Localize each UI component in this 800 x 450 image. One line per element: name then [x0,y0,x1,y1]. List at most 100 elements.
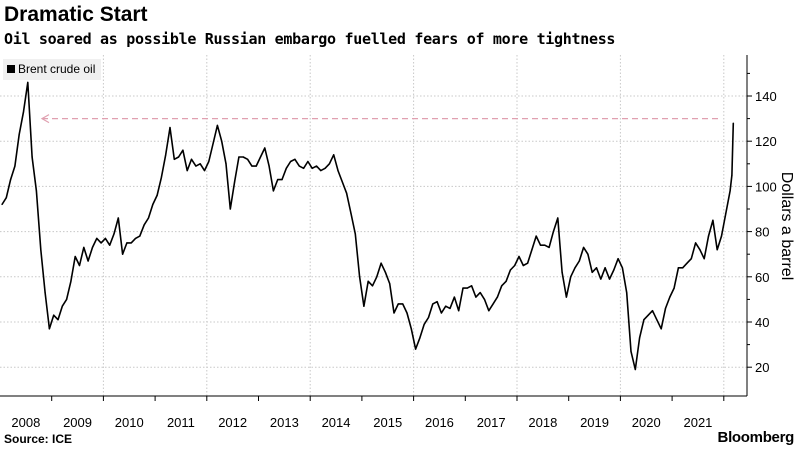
data-point [281,179,283,181]
data-point [264,147,266,149]
data-point [91,246,94,249]
data-point [600,278,602,280]
data-point [346,192,348,194]
data-point [656,319,658,321]
data-point [466,287,468,289]
data-point [376,276,378,278]
data-point [14,165,16,167]
data-point [122,253,124,255]
data-point [449,307,451,310]
x-tick-label: 2011 [167,415,195,430]
data-point [505,280,507,282]
data-point [436,301,438,303]
data-point [488,310,490,312]
data-point [246,158,249,160]
data-point [583,246,585,249]
data-point [18,133,20,136]
data-point [496,296,499,298]
data-point [630,350,632,352]
y-tick-label: 60 [755,270,769,285]
data-point [277,179,279,181]
data-point [535,235,537,237]
data-point [712,219,714,221]
data-point [647,314,649,316]
data-point [732,122,734,124]
data-point [682,267,684,269]
data-point [328,163,331,165]
data-point [78,264,81,267]
legend: Brent crude oil [3,59,102,80]
data-point [414,348,417,350]
data-point [384,271,387,273]
data-point [483,298,486,300]
data-point [156,194,158,197]
data-point [440,312,443,314]
data-point [255,165,257,167]
data-point [234,181,236,183]
data-point [212,142,214,145]
data-point [302,167,305,169]
data-point [27,81,29,84]
data-point [423,323,425,325]
data-point [604,267,606,269]
data-point [109,244,111,246]
axes: 20 40 60 80 100 120 140 2008 2009 2010 2011 2012 201… [0,55,777,430]
data-point [139,235,141,237]
data-point [152,203,154,206]
data-point [729,190,731,192]
data-point [53,314,55,316]
legend-swatch [7,65,15,73]
data-point [66,298,68,300]
data-point [126,242,128,244]
data-point [117,217,119,219]
y-tick-label: 40 [755,315,769,330]
data-point [720,235,723,237]
data-point [621,267,623,269]
data-point [522,264,524,267]
data-point [595,267,598,269]
x-tick-label: 2008 [11,415,40,430]
data-point [695,242,697,244]
data-point [470,285,473,287]
data-point [186,169,188,172]
data-point [501,285,503,287]
data-point [664,307,667,310]
x-tick-label: 2021 [683,415,712,430]
data-point [639,337,641,339]
data-point [565,296,567,298]
data-point [134,237,137,239]
y-tick-label: 80 [755,225,769,240]
data-point [169,127,171,129]
data-point [432,303,434,305]
data-point [608,278,611,280]
data-point [570,276,572,278]
data-point [229,208,231,210]
data-point [44,292,46,294]
data-point [96,237,98,239]
data-point [363,305,365,307]
data-point [406,312,408,314]
grid-lines [0,55,747,396]
data-point [74,255,76,258]
data-point [1,203,3,206]
data-point [57,319,59,321]
data-point [195,165,197,167]
data-point [199,163,201,165]
data-point [725,212,727,215]
data-point [5,197,7,199]
data-point [643,319,645,321]
data-point [617,258,619,260]
x-tick-label: 2018 [528,415,557,430]
data-point [182,149,184,151]
data-point [341,181,343,183]
data-point [225,163,227,165]
chart-subtitle: Oil soared as possible Russian embargo f… [4,30,616,48]
data-point [531,249,533,251]
y-tick-label: 120 [755,134,777,149]
data-point [561,271,563,273]
data-point [251,165,253,167]
data-point [492,303,494,305]
data-point [238,156,240,158]
data-point [350,212,352,215]
